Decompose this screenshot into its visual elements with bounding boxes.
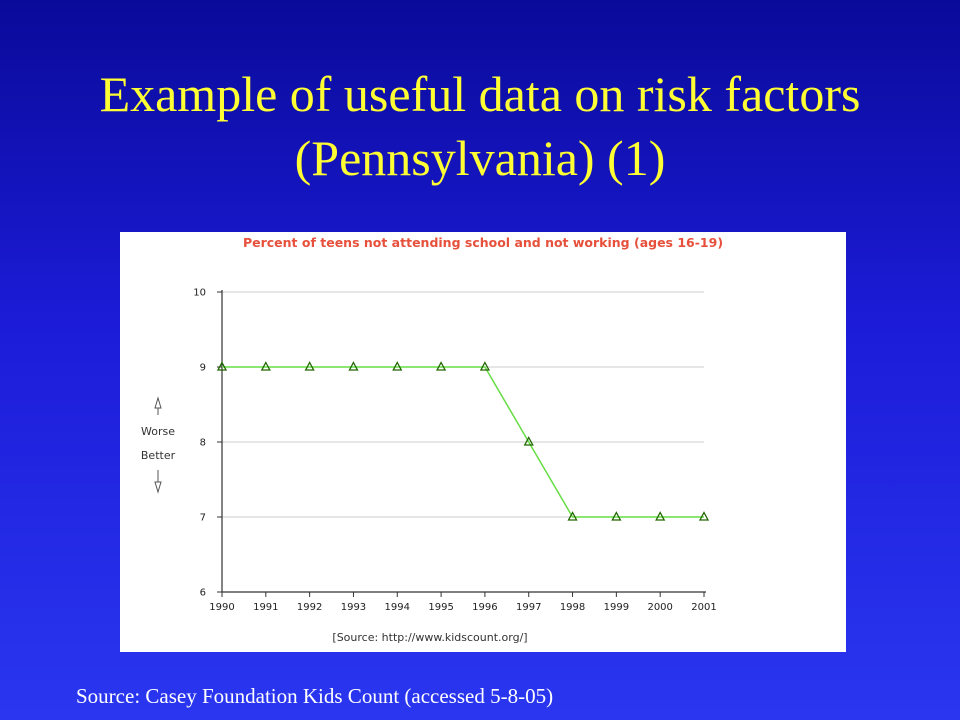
x-tick-label: 1992 [297,602,322,613]
y-tick-label: 10 [193,288,206,299]
x-tick-label: 1998 [560,602,585,613]
y-tick-label: 9 [200,363,206,374]
data-point-triangle [567,511,578,521]
slide-footer: Source: Casey Foundation Kids Count (acc… [76,684,554,708]
chart-panel: Percent of teens not attending school an… [120,232,846,652]
data-point-triangle [348,361,359,371]
data-point-triangle [260,361,271,371]
x-tick-label: 1991 [253,602,278,613]
x-tick-label: 2001 [691,602,716,613]
x-tick-label: 1993 [341,602,366,613]
slide-title: Example of useful data on risk factors (… [99,66,861,186]
line-chart: Percent of teens not attending school an… [141,235,723,644]
x-tick-label: 1990 [209,602,234,613]
chart-title: Percent of teens not attending school an… [243,235,723,250]
data-point-triangle [392,361,403,371]
x-tick-label: 2000 [647,602,672,613]
data-point-triangle [655,511,666,521]
y-tick-label: 7 [200,513,206,524]
x-tick-label: 1994 [385,602,410,613]
x-tick-label: 1995 [428,602,453,613]
x-tick-label: 1999 [604,602,629,613]
data-point-triangle [611,511,622,521]
data-point-triangle [479,361,490,371]
y-tick-label: 6 [200,588,206,599]
y-tick-label: 8 [200,438,206,449]
data-point-triangle [304,361,315,371]
worse-label: Worse [141,425,175,438]
chart-source-note: [Source: http://www.kidscount.org/] [332,631,527,644]
x-tick-label: 1996 [472,602,497,613]
x-tick-label: 1997 [516,602,541,613]
better-label: Better [141,449,176,462]
worse-arrow-icon [154,396,162,409]
data-point-triangle [436,361,447,371]
data-point-triangle [698,511,710,521]
better-arrow-icon [154,481,162,494]
data-point-triangle [216,361,228,371]
data-point-triangle [523,436,534,446]
series-line [222,366,704,518]
